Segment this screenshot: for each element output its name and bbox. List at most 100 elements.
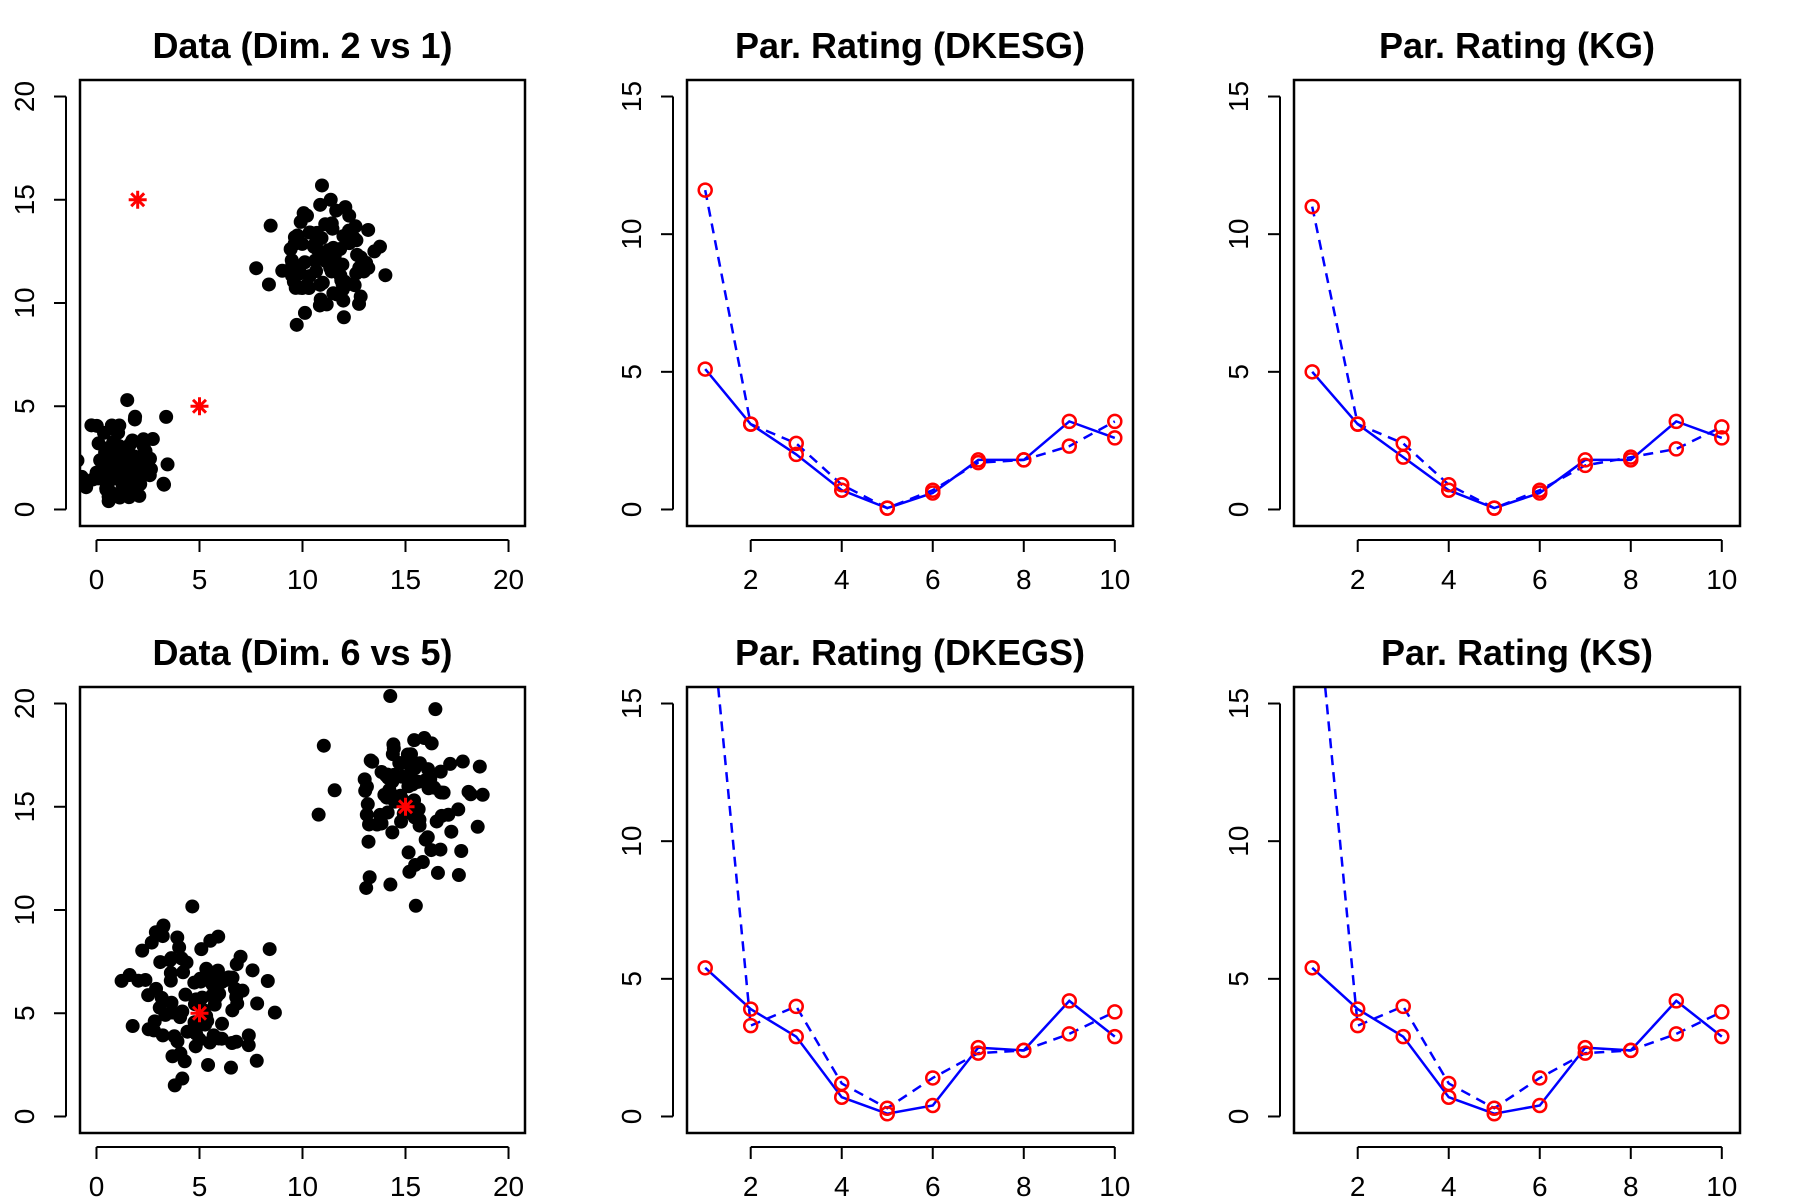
data-point — [215, 1016, 230, 1031]
series-marker — [788, 435, 804, 452]
data-point — [245, 963, 260, 978]
data-point — [128, 409, 143, 424]
data-point — [125, 1019, 140, 1034]
data-point — [84, 418, 99, 433]
data-point — [262, 942, 277, 957]
series-marker — [1107, 1028, 1123, 1045]
panel-2: Par. Rating (DKESG) 2 4 6 8 10 0 5 10 15 — [616, 25, 1135, 595]
data-point — [309, 264, 324, 279]
data-point — [267, 1005, 282, 1020]
data-point — [160, 457, 175, 472]
data-point — [115, 484, 130, 499]
data-point — [250, 996, 265, 1011]
series-marker — [1395, 1028, 1411, 1045]
data-point — [314, 178, 329, 193]
data-point — [475, 787, 490, 802]
data-point — [430, 865, 445, 880]
series-marker — [1668, 1026, 1685, 1042]
panel-title: Data (Dim. 2 vs 1) — [152, 25, 452, 66]
x-tick-label: 0 — [89, 1171, 105, 1200]
x-tick-label: 4 — [834, 1171, 850, 1200]
data-point — [101, 489, 116, 504]
data-point — [401, 779, 416, 794]
x-tick-label: 15 — [390, 564, 421, 595]
data-point — [444, 824, 459, 839]
series-marker — [970, 1045, 987, 1061]
data-point — [260, 974, 275, 989]
y-tick-label: 5 — [616, 364, 647, 380]
data-point — [359, 880, 374, 895]
data-point — [223, 1060, 238, 1075]
data-point — [342, 208, 357, 223]
series-marker — [697, 361, 713, 377]
data-point — [155, 929, 170, 944]
x-tick-label: 5 — [192, 564, 208, 595]
data-point — [433, 764, 448, 779]
x-tick-label: 10 — [1706, 564, 1737, 595]
data-point — [378, 268, 393, 283]
series-marker — [1714, 1004, 1730, 1020]
data-point — [336, 293, 351, 308]
data-point — [313, 292, 328, 307]
data-point — [159, 409, 174, 424]
data-point — [348, 219, 363, 234]
data-point — [163, 965, 178, 980]
series-marker — [1623, 449, 1639, 465]
data-point — [321, 243, 336, 258]
panel-1: Data (Dim. 2 vs 1) 0 5 10 15 20 0 5 10 15 20 — [9, 25, 527, 595]
series-marker — [1714, 419, 1730, 435]
data-point — [167, 1078, 182, 1093]
data-point — [170, 1034, 185, 1049]
data-point — [443, 756, 458, 771]
data-point — [412, 818, 427, 833]
series-marker — [1668, 441, 1685, 457]
series-marker — [1486, 500, 1502, 516]
data-point — [359, 807, 374, 822]
y-tick-label: 0 — [1223, 502, 1254, 518]
y-tick-label: 10 — [616, 826, 647, 857]
data-point — [142, 451, 157, 466]
cluster-center-marker — [396, 797, 415, 816]
data-point — [176, 965, 191, 980]
data-point — [361, 222, 376, 237]
series-marker — [833, 1075, 850, 1092]
data-point — [145, 432, 160, 447]
series-marker — [1395, 998, 1411, 1015]
series-marker — [1577, 1039, 1594, 1056]
data-point — [207, 984, 222, 999]
panel-5: Par. Rating (DKEGS) 2 4 6 8 10 0 5 10 15 — [616, 632, 1135, 1200]
series-marker — [1668, 413, 1685, 430]
plot-area — [80, 178, 393, 509]
data-point — [363, 753, 378, 768]
y-tick-label: 15 — [1223, 81, 1254, 112]
data-point — [472, 759, 487, 774]
series-marker — [879, 1105, 895, 1122]
data-point — [367, 244, 382, 259]
series-marker — [1440, 1075, 1457, 1092]
series-marker — [1577, 1045, 1594, 1061]
data-point — [249, 1053, 264, 1068]
data-point — [158, 1007, 173, 1022]
y-tick-label: 0 — [9, 1109, 40, 1125]
data-point — [306, 239, 321, 254]
series-marker — [1532, 482, 1548, 498]
panel-title: Par. Rating (KG) — [1379, 25, 1655, 66]
data-point — [433, 842, 448, 857]
y-tick-label: 15 — [616, 688, 647, 719]
solid-series-line — [1311, 371, 1723, 510]
data-point — [136, 464, 151, 479]
data-point — [418, 832, 433, 847]
plot-area — [1304, 687, 1730, 1122]
data-point — [359, 255, 374, 270]
x-tick-label: 2 — [743, 1171, 759, 1200]
series-marker — [1304, 198, 1320, 215]
series-marker — [1577, 457, 1594, 474]
data-point — [104, 468, 119, 483]
x-tick-label: 20 — [493, 1171, 524, 1200]
data-point — [380, 805, 395, 820]
data-point — [470, 819, 485, 834]
series-marker — [1486, 1105, 1502, 1122]
x-tick-label: 15 — [390, 1171, 421, 1200]
series-marker — [1532, 1097, 1548, 1114]
data-point — [401, 845, 416, 860]
